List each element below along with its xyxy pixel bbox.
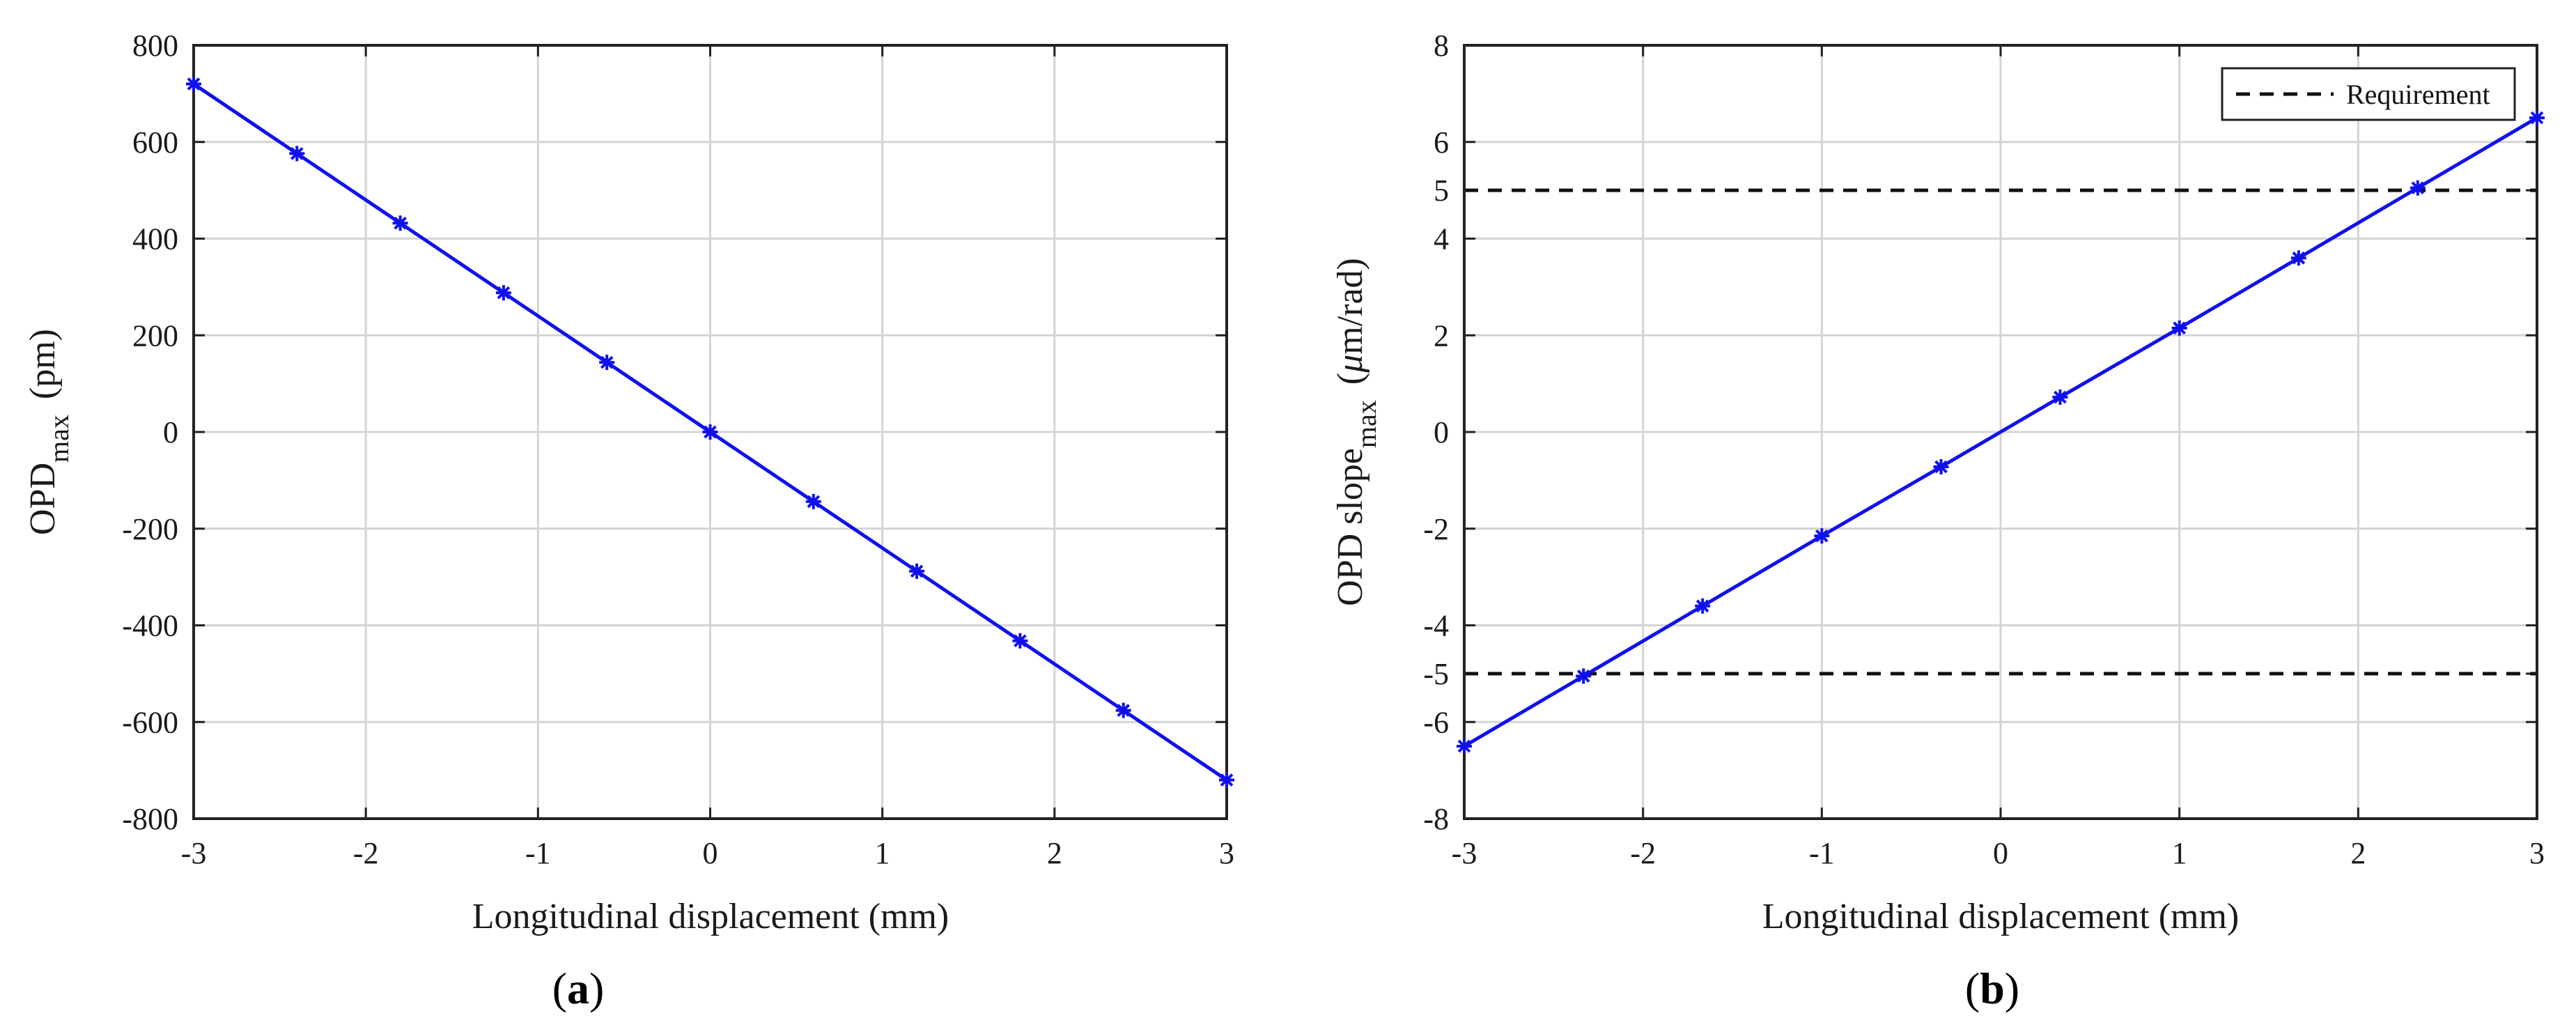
data-point [909, 563, 925, 579]
requirement-lines [1464, 188, 2537, 676]
y-tick-label: 800 [132, 29, 178, 63]
y-tick-label: 0 [1434, 415, 1449, 449]
x-tick-label: 3 [1219, 836, 1234, 870]
data-point [1219, 772, 1234, 788]
data-point [2290, 250, 2306, 266]
data-point [1814, 528, 1830, 544]
y-tick-label: -2 [1423, 512, 1449, 546]
panel-label-b: (b) [1965, 964, 2019, 1013]
data-point [805, 493, 821, 509]
y-tick-label: -6 [1423, 705, 1449, 739]
ticks-a: -3 -2 -1 0 1 2 3 -800 -600 -400 -200 0 200 400 600 800 [122, 29, 1234, 870]
panel-b: -3 -2 -1 0 1 2 3 -8 -6 -5 -4 -2 0 2 4 5 6 8 Requirement L… [1330, 29, 2545, 1013]
y-tick-label: 8 [1434, 29, 1449, 63]
y-tick-label: 400 [132, 222, 178, 256]
data-point [186, 76, 201, 92]
legend: Requirement [2221, 67, 2516, 121]
data-point [2410, 180, 2426, 196]
series-b [1457, 110, 2545, 754]
x-tick-label: -3 [1452, 836, 1477, 870]
y-tick-label: 600 [132, 125, 178, 160]
ticks-b: -3 -2 -1 0 1 2 3 -8 -6 -5 -4 -2 0 2 4 5 6 8 [1423, 29, 2545, 870]
y-tick-label: 5 [1434, 173, 1449, 208]
grid-b [1464, 45, 2537, 819]
data-point [2052, 389, 2068, 406]
data-point [1933, 458, 1949, 474]
y-tick-label: 6 [1434, 125, 1449, 160]
x-tick-label: 3 [2529, 836, 2545, 870]
x-tick-label: 2 [1047, 836, 1062, 870]
panel-a: -3 -2 -1 0 1 2 3-800-600-400-2000200400600800 … [23, 29, 1234, 1013]
data-point [599, 355, 615, 371]
y-tick-label: -8 [1423, 802, 1449, 836]
data-point [2529, 110, 2545, 126]
axes-box-b [1463, 44, 2538, 820]
legend-entry-requirement: Requirement [2346, 79, 2490, 110]
y-tick-label: -5 [1423, 657, 1449, 691]
series-a [186, 76, 1234, 788]
x-axis-title-b: Longitudinal displacement (mm) [1762, 897, 2240, 936]
data-point [392, 215, 408, 231]
y-tick-label: -800 [122, 802, 178, 836]
x-tick-label: 1 [2172, 836, 2187, 870]
x-tick-label: -1 [1809, 836, 1835, 870]
y-tick-label: 2 [1434, 318, 1449, 353]
data-point [289, 146, 305, 162]
x-tick-label: -2 [353, 836, 379, 870]
x-tick-label: 0 [703, 836, 718, 870]
y-tick-label: 0 [163, 415, 178, 449]
x-tick-label: 1 [875, 836, 890, 870]
series-line [1463, 116, 2538, 748]
x-axis-title-a: Longitudinal displacement (mm) [472, 897, 949, 936]
data-point [495, 285, 511, 301]
data-point [1012, 633, 1028, 649]
data-point [1115, 702, 1131, 718]
y-tick-label: 4 [1434, 222, 1449, 256]
axes-box-a [192, 44, 1228, 820]
y-tick-label: -600 [122, 705, 178, 739]
y-tick-label: -200 [122, 512, 178, 546]
data-point [1695, 598, 1711, 614]
y-axis-title-a: OPDmax(pm) [23, 329, 75, 535]
y-axis-title-b: OPD slopemax(μm/rad) [1330, 258, 1382, 606]
data-point [1576, 668, 1592, 684]
y-tick-label: -400 [122, 609, 178, 643]
data-point [1457, 738, 1472, 754]
data-point [2171, 320, 2187, 336]
y-tick-label: -4 [1423, 609, 1449, 643]
x-tick-label: -1 [525, 836, 551, 870]
x-tick-label: -2 [1630, 836, 1656, 870]
y-tick-label: 200 [132, 318, 178, 353]
x-tick-label: 2 [2350, 836, 2366, 870]
x-tick-label: 0 [1993, 836, 2008, 870]
x-tick-label: -3 [181, 836, 207, 870]
panel-label-a: (a) [552, 964, 605, 1013]
data-point [702, 424, 718, 440]
